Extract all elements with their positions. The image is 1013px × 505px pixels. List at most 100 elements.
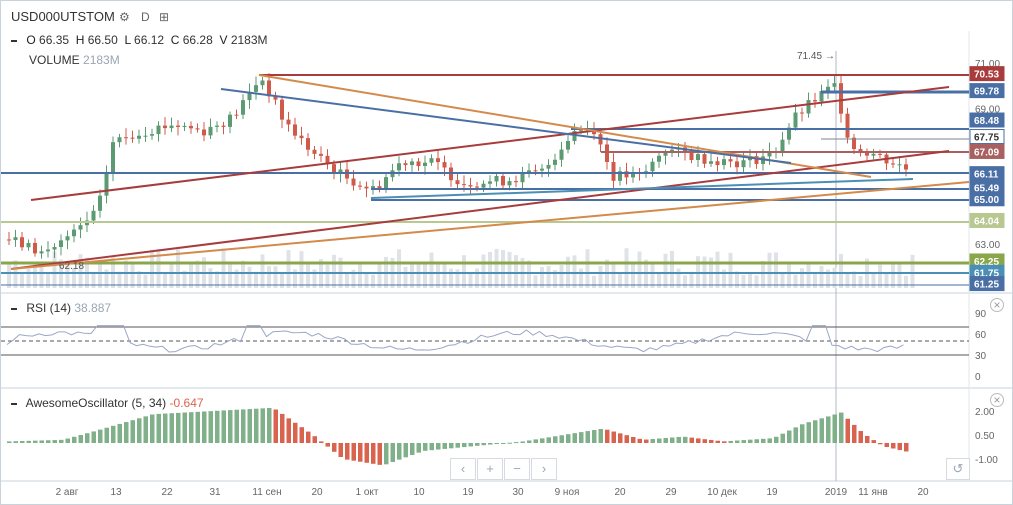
volume-bar [143,274,148,288]
zoom-in-button[interactable]: + [477,458,503,480]
candle-body [260,80,265,86]
candle-body [657,155,661,162]
chart-settings-icon[interactable]: ⊞ [159,10,170,24]
high-label: H [75,33,85,47]
time-tick: 19 [766,487,778,498]
candle-body [13,237,18,241]
rsi-legend: RSI (14) 38.887 [11,301,111,315]
rsi-dash [11,307,17,310]
low-annotation: 62.18 [59,261,84,272]
volume-bar [871,273,876,288]
close-value: 66.28 [182,33,213,47]
ao-bar [793,427,798,443]
volume-bar [442,263,447,288]
ao-bar [234,409,239,443]
candle-body [143,135,148,137]
ao-bar [117,423,122,443]
volume-bar [332,254,336,288]
ao-bar [481,443,486,446]
ao-bar [488,443,493,445]
symbol-name[interactable]: USD000UTSTOM [11,9,115,24]
volume-bar [254,271,258,288]
ao-bar [202,411,207,443]
ao-bar [52,440,57,443]
candle-body [566,141,570,150]
volume-bar [312,269,317,288]
time-tick: 11 сен [252,487,281,498]
candle-body [793,112,798,128]
scroll-right-button[interactable]: › [531,458,557,480]
ao-bar [306,431,311,443]
volume-bar [481,254,486,288]
candle-body [267,80,271,97]
volume-bar [670,250,674,288]
close-ao-icon[interactable]: × [990,393,1004,407]
low-label: L [124,33,131,47]
volume-bar [345,272,349,288]
candle-body [78,225,83,230]
ao-bar [754,439,759,443]
volume-bar [767,252,772,288]
candle-body [332,164,336,175]
ao-bar [33,440,38,443]
candle-body [384,177,388,189]
ao-bar [871,440,876,443]
ao-bar [299,427,304,443]
trend-line [220,88,792,164]
ao-bar [169,413,174,443]
volume-bar [371,274,375,288]
legend-dash [11,39,17,42]
candle-body [546,164,551,169]
ao-bar [494,443,499,444]
price-badge-text: 68.48 [974,116,999,127]
interval-label[interactable]: D [141,10,150,24]
zoom-out-button[interactable]: − [504,458,530,480]
candle-body [826,86,830,92]
ao-bar [429,443,434,451]
volume-bar [423,263,427,288]
ao-bar [7,441,12,443]
candles [7,73,908,259]
candle-body [416,161,421,166]
volume-bar [553,269,557,288]
candle-body [7,239,11,241]
ao-bar [865,435,870,443]
volume-bar [455,269,460,288]
candle-body [845,113,850,138]
volume-bar [241,260,245,288]
volume-bar [397,249,401,288]
candle-body [208,126,213,136]
volume-bar [228,263,232,288]
volume-bar [494,248,499,288]
ao-bar [566,434,571,443]
ao-bar [780,433,785,443]
ao-bar [267,408,272,443]
candle-body [871,153,876,156]
ao-bar [384,443,389,465]
candle-body [709,161,713,164]
reset-view-button[interactable]: ↺ [946,458,970,480]
candle-body [150,134,154,136]
candle-body [117,137,122,143]
volume-bar [182,270,187,288]
close-rsi-icon[interactable]: × [990,298,1004,312]
candle-body [319,153,323,156]
ao-bar [553,436,558,443]
ao-bar [351,443,356,461]
candle-body [33,242,37,254]
candle-body [468,185,473,187]
ao-bar [286,418,291,443]
ao-bar [215,410,220,443]
gear-icon[interactable]: ⚙ [119,10,130,24]
time-tick: 1 окт [356,487,379,498]
trend-lines[interactable] [1,74,970,286]
scroll-left-button[interactable]: ‹ [450,458,476,480]
trend-line [30,86,950,201]
ao-bar [839,412,844,443]
ao-bar [241,409,246,443]
ao-bar [800,424,805,443]
volume-bar [754,275,759,288]
volume-bar [124,260,128,288]
price-badge-text: 65.00 [974,195,999,206]
